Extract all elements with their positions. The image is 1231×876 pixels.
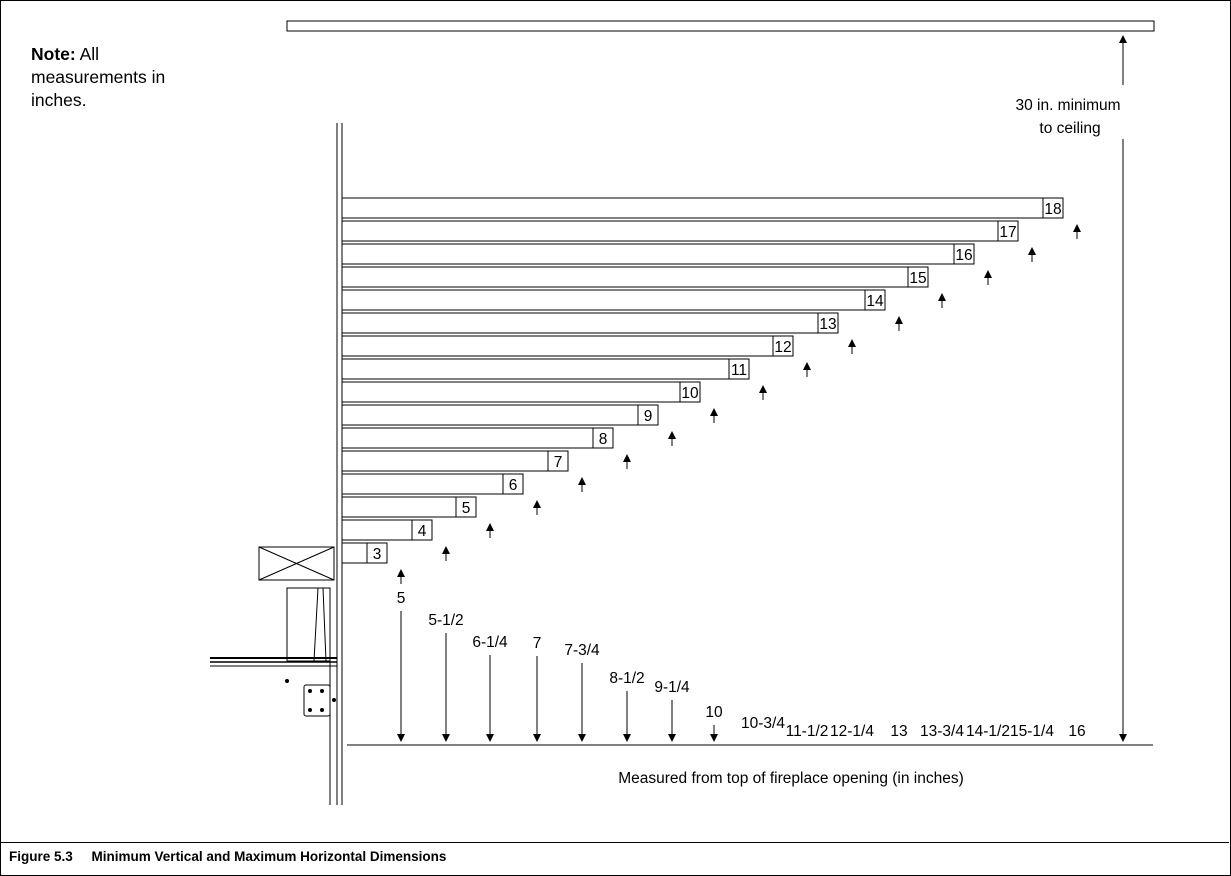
min-height-label: 7 xyxy=(533,635,542,652)
min-height-label: 13-3/4 xyxy=(920,723,964,740)
fireplace-sketch xyxy=(210,546,337,805)
mantel-depth-label: 16 xyxy=(955,247,972,264)
mantel-shelf xyxy=(342,496,477,518)
mantel-shelf xyxy=(342,289,886,311)
min-height-label: 7-3/4 xyxy=(564,642,600,659)
mantel-shelf xyxy=(342,473,524,495)
mantel-shelf xyxy=(342,427,614,449)
caption-title: Minimum Vertical and Maximum Horizontal … xyxy=(91,849,447,864)
measurement-note: Note: All measurements in inches. xyxy=(31,43,201,112)
mantel-depth-label: 12 xyxy=(774,339,791,356)
note-text: All measurements in inches. xyxy=(31,44,166,110)
min-height-label: 6-1/4 xyxy=(472,634,508,651)
figure-caption: Figure 5.3 Minimum Vertical and Maximum … xyxy=(9,849,446,864)
min-height-label: 15-1/4 xyxy=(1010,723,1054,740)
mantel-shelf xyxy=(342,312,839,334)
mantel-depth-label: 9 xyxy=(644,408,653,425)
mantel-depth-label: 11 xyxy=(731,362,747,379)
mantel-depth-label: 8 xyxy=(599,431,608,448)
mantel-depth-label: 5 xyxy=(462,500,471,517)
min-height-label: 9-1/4 xyxy=(654,679,690,696)
mantel-depth-label: 7 xyxy=(554,454,563,471)
mantel-shelf xyxy=(342,335,794,357)
min-height-label: 11-1/2 xyxy=(786,723,829,740)
mantel-depth-label: 14 xyxy=(866,293,884,310)
min-height-label: 5 xyxy=(397,590,406,607)
mantel-depth-label: 4 xyxy=(418,523,427,540)
ceiling-label-line-2: to ceiling xyxy=(1039,120,1100,137)
caption-figure-number: Figure 5.3 xyxy=(9,849,73,864)
mantel-shelf xyxy=(342,542,388,564)
min-height-label: 12-1/4 xyxy=(830,723,874,740)
mantel-shelf xyxy=(342,404,659,426)
ceiling-bar xyxy=(286,20,1155,32)
mantel-shelf xyxy=(342,450,569,472)
ceiling-label-line-1: 30 in. minimum xyxy=(1015,97,1120,114)
mantel-depth-label: 3 xyxy=(373,546,382,563)
min-height-label: 8-1/2 xyxy=(609,670,644,687)
min-height-label: 5-1/2 xyxy=(428,612,463,629)
min-height-label: 10 xyxy=(705,704,723,721)
mantel-depth-label: 18 xyxy=(1044,201,1061,218)
mantel-depth-label: 17 xyxy=(999,224,1016,241)
min-height-label: 13 xyxy=(890,723,907,740)
mantel-shelf xyxy=(342,243,975,265)
mantel-shelf xyxy=(342,266,929,288)
min-height-label: 14-1/2 xyxy=(966,723,1010,740)
mantel-steps: 3 5 4 5-1/2 5 6-1/4 6 7 7 7-3/4 8 8-1/2 9 9-1/4 10 10 11… xyxy=(342,197,1086,742)
min-height-label: 10-3/4 xyxy=(741,715,785,732)
mantel-shelf xyxy=(342,220,1019,242)
mantel-depth-label: 13 xyxy=(819,316,836,333)
mantel-depth-label: 10 xyxy=(681,385,699,402)
mantel-shelf xyxy=(342,358,750,380)
ceiling-clearance: 30 in. minimum to ceiling xyxy=(1015,35,1127,742)
mantel-shelf xyxy=(342,519,433,541)
min-height-label: 16 xyxy=(1068,723,1085,740)
mantel-shelf xyxy=(342,381,701,403)
note-bold: Note: xyxy=(31,44,76,64)
mantel-depth-label: 6 xyxy=(509,477,518,494)
caption-divider xyxy=(0,842,1229,843)
mantel-depth-label: 15 xyxy=(909,270,926,287)
mantel-shelf xyxy=(342,197,1064,219)
base-label: Measured from top of fireplace opening (… xyxy=(618,770,964,787)
